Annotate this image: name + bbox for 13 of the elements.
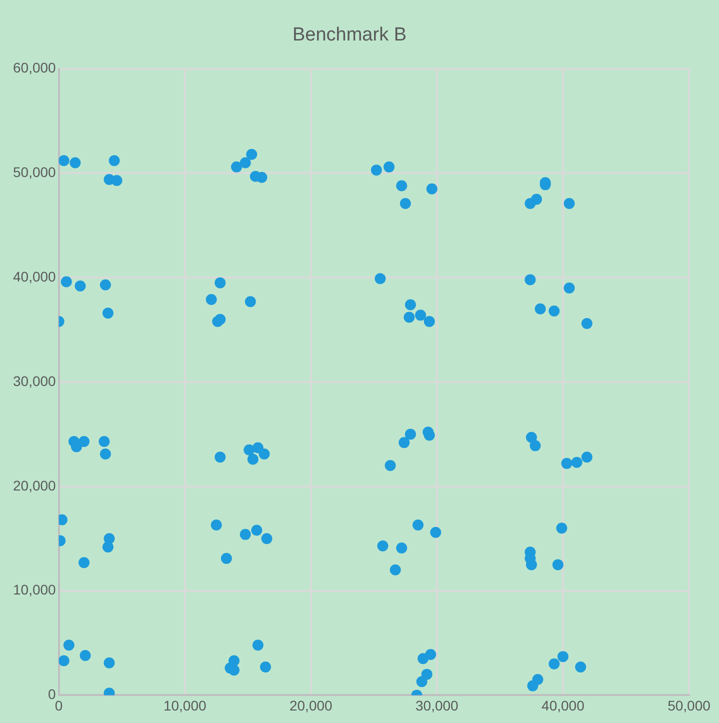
y-tick-label: 40,000	[12, 268, 56, 284]
y-tick-label: 10,000	[12, 582, 56, 598]
x-tick-label: 20,000	[289, 697, 333, 714]
x-tick-label: 50,000	[668, 697, 711, 714]
x-tick-label: 40,000	[542, 697, 585, 714]
x-tick-label: 10,000	[163, 697, 206, 714]
y-tick-label: 20,000	[12, 477, 56, 494]
chart-title: Benchmark B	[292, 24, 407, 46]
y-tick-label: 30,000	[12, 372, 56, 389]
y-tick-label: 60,000	[12, 60, 56, 76]
y-tick-label: 0	[48, 686, 56, 702]
y-tick-label: 50,000	[12, 164, 56, 180]
x-tick-label: 30,000	[416, 697, 459, 714]
